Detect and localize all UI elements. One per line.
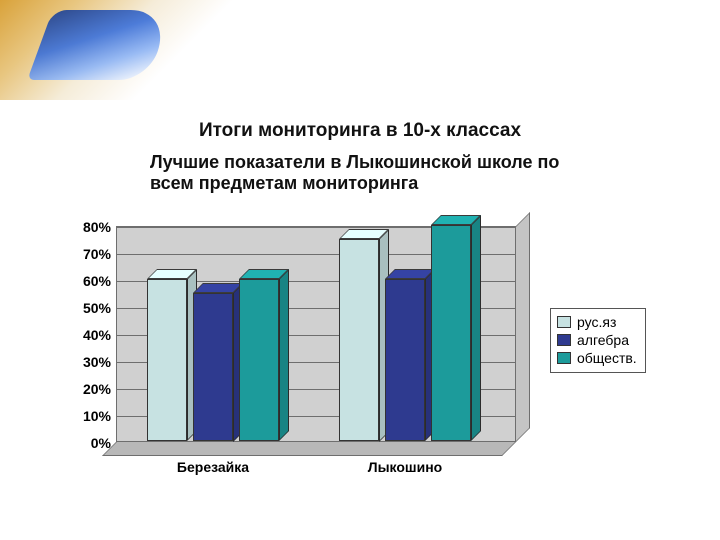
y-tick-label: 40% [83,327,111,343]
bar [339,239,379,442]
legend-item: рус.яз [557,313,637,331]
y-tick-label: 10% [83,408,111,424]
legend-swatch [557,334,571,346]
x-category-label: Березайка [147,459,279,475]
chart-side-wall [516,212,530,442]
chart: 0%10%20%30%40%50%60%70%80%БерезайкаЛыкош… [60,222,660,482]
title-block: Итоги мониторинга в 10-х классах [0,120,720,142]
bar [147,279,187,441]
page-subtitle: Лучшие показатели в Лыкошинской школе по… [150,152,580,194]
legend-swatch [557,316,571,328]
bar [385,279,425,441]
bar [193,293,233,442]
y-tick-label: 50% [83,300,111,316]
y-tick-label: 80% [83,219,111,235]
y-tick-label: 60% [83,273,111,289]
decorative-corner [0,0,290,100]
y-tick-label: 70% [83,246,111,262]
page-title: Итоги мониторинга в 10-х классах [0,120,720,142]
legend-label: обществ. [577,349,637,367]
legend-item: обществ. [557,349,637,367]
chart-plot-area: 0%10%20%30%40%50%60%70%80%БерезайкаЛыкош… [116,226,516,442]
legend-label: алгебра [577,331,629,349]
legend-swatch [557,352,571,364]
chart-legend: рус.язалгебраобществ. [550,308,646,373]
legend-item: алгебра [557,331,637,349]
y-tick-label: 30% [83,354,111,370]
x-category-label: Лыкошино [339,459,471,475]
chart-floor [102,442,516,456]
bar [239,279,279,441]
bar [431,225,471,441]
legend-label: рус.яз [577,313,616,331]
y-tick-label: 20% [83,381,111,397]
